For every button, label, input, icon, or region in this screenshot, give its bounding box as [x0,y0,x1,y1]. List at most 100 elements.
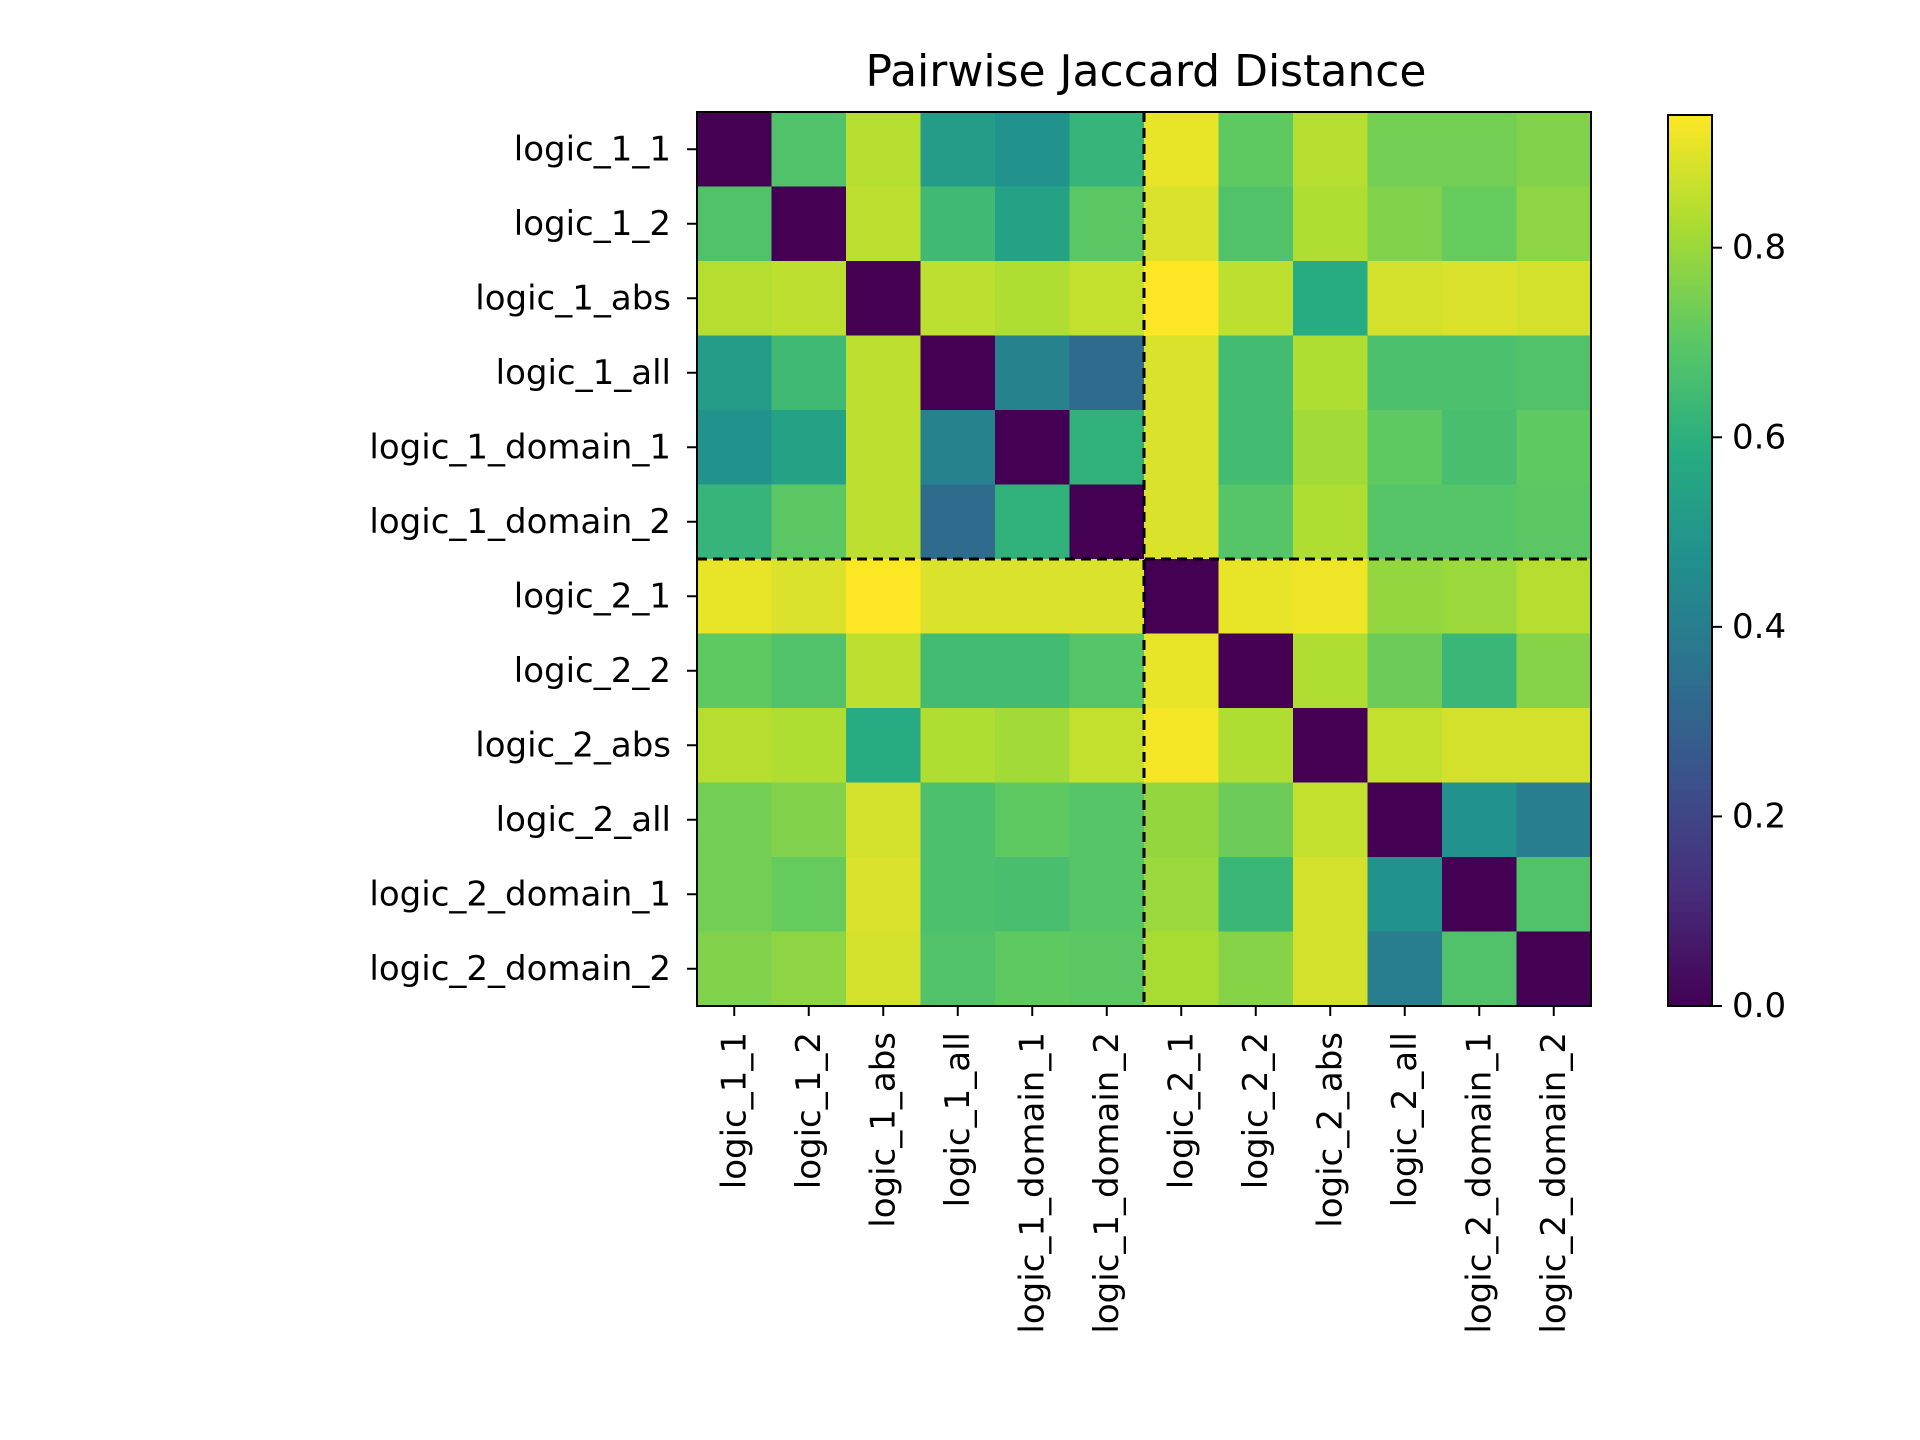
colorbar-tick-label-3: 0.6 [1732,417,1786,457]
heatmap-cell-3-4 [995,335,1071,411]
heatmap-cell-9-1 [771,782,847,858]
heatmap-cell-10-11 [1516,857,1592,933]
heatmap-cell-6-6 [1144,559,1220,635]
heatmap-cell-10-1 [771,857,847,933]
heatmap-cell-5-2 [846,484,922,560]
x-tick-label-8: logic_2_abs [1310,1032,1350,1228]
x-tick-label-11: logic_2_domain_2 [1534,1032,1574,1334]
y-tick-label-5: logic_1_domain_2 [369,502,671,542]
heatmap-cells [697,112,1592,1007]
heatmap-cell-6-7 [1218,559,1294,635]
heatmap-cell-6-8 [1293,559,1369,635]
heatmap-cell-7-3 [920,633,996,709]
heatmap-cell-0-2 [846,112,922,188]
heatmap-cell-7-11 [1516,633,1592,709]
heatmap-cell-2-6 [1144,261,1220,337]
heatmap-cell-3-3 [920,335,996,411]
heatmap-cell-9-9 [1367,782,1443,858]
heatmap-cell-3-8 [1293,335,1369,411]
heatmap-cell-7-6 [1144,633,1220,709]
heatmap-cell-0-1 [771,112,847,188]
x-tick-label-3: logic_1_all [938,1032,978,1207]
y-tick-label-6: logic_2_1 [514,576,671,616]
plot-frame [696,111,1592,1007]
heatmap-cell-8-0 [697,708,773,784]
heatmap-cell-7-0 [697,633,773,709]
heatmap-cell-9-8 [1293,782,1369,858]
heatmap-cell-6-9 [1367,559,1443,635]
y-tick-label-2: logic_1_abs [475,278,671,318]
heatmap-cell-10-7 [1218,857,1294,933]
heatmap-cell-6-11 [1516,559,1592,635]
heatmap-cell-8-4 [995,708,1071,784]
colorbar-tick-label-2: 0.4 [1732,607,1786,647]
heatmap-cell-2-7 [1218,261,1294,337]
heatmap-cell-4-11 [1516,410,1592,486]
heatmap-cell-10-0 [697,857,773,933]
heatmap-cell-4-7 [1218,410,1294,486]
colorbar-ticks: 0.0 0.2 0.4 0.6 0.8 [1712,228,1786,1026]
heatmap-cell-5-10 [1442,484,1518,560]
heatmap-cell-8-6 [1144,708,1220,784]
heatmap-cell-9-2 [846,782,922,858]
heatmap-cell-3-2 [846,335,922,411]
heatmap-cell-5-8 [1293,484,1369,560]
heatmap-cell-2-3 [920,261,996,337]
x-tick-label-4: logic_1_domain_1 [1012,1032,1052,1334]
heatmap-cell-0-0 [697,112,773,188]
heatmap-cell-9-11 [1516,782,1592,858]
heatmap-cell-2-9 [1367,261,1443,337]
heatmap-cell-6-3 [920,559,996,635]
heatmap-cell-2-1 [771,261,847,337]
x-tick-label-2: logic_1_abs [863,1032,903,1228]
heatmap-cell-8-7 [1218,708,1294,784]
heatmap-cell-6-2 [846,559,922,635]
heatmap-cell-11-3 [920,931,996,1007]
heatmap-cell-9-7 [1218,782,1294,858]
heatmap-cell-8-5 [1069,708,1145,784]
heatmap-cell-11-1 [771,931,847,1007]
x-tick-label-7: logic_2_2 [1236,1032,1276,1189]
heatmap-cell-5-0 [697,484,773,560]
heatmap-cell-8-9 [1367,708,1443,784]
heatmap-cell-7-2 [846,633,922,709]
heatmap-cell-2-10 [1442,261,1518,337]
heatmap-cell-4-0 [697,410,773,486]
y-tick-label-3: logic_1_all [496,353,671,393]
heatmap-cell-4-2 [846,410,922,486]
x-tick-label-0: logic_1_1 [714,1032,754,1189]
heatmap-cell-10-2 [846,857,922,933]
y-tick-label-1: logic_1_2 [514,204,671,244]
heatmap-cell-3-1 [771,335,847,411]
heatmap-cell-1-3 [920,186,996,262]
heatmap-cell-10-6 [1144,857,1220,933]
heatmap-cell-5-3 [920,484,996,560]
heatmap-cell-0-4 [995,112,1071,188]
heatmap-cell-2-0 [697,261,773,337]
heatmap-cell-9-3 [920,782,996,858]
heatmap-cell-0-7 [1218,112,1294,188]
heatmap-cell-3-11 [1516,335,1592,411]
heatmap-cell-3-0 [697,335,773,411]
heatmap-cell-1-11 [1516,186,1592,262]
heatmap-cell-7-8 [1293,633,1369,709]
heatmap-cell-10-10 [1442,857,1518,933]
heatmap-cell-1-6 [1144,186,1220,262]
heatmap-cell-6-4 [995,559,1071,635]
heatmap-cell-0-9 [1367,112,1443,188]
heatmap-cell-5-7 [1218,484,1294,560]
heatmap-cell-9-4 [995,782,1071,858]
heatmap-cell-1-9 [1367,186,1443,262]
heatmap-cell-0-11 [1516,112,1592,188]
heatmap-cell-9-0 [697,782,773,858]
heatmap-cell-1-5 [1069,186,1145,262]
heatmap-cell-11-9 [1367,931,1443,1007]
heatmap-cell-2-11 [1516,261,1592,337]
heatmap-cell-5-9 [1367,484,1443,560]
heatmap-cell-4-3 [920,410,996,486]
heatmap-cell-7-9 [1367,633,1443,709]
heatmap-cell-6-1 [771,559,847,635]
x-tick-label-6: logic_2_1 [1161,1032,1201,1189]
heatmap-cell-4-9 [1367,410,1443,486]
